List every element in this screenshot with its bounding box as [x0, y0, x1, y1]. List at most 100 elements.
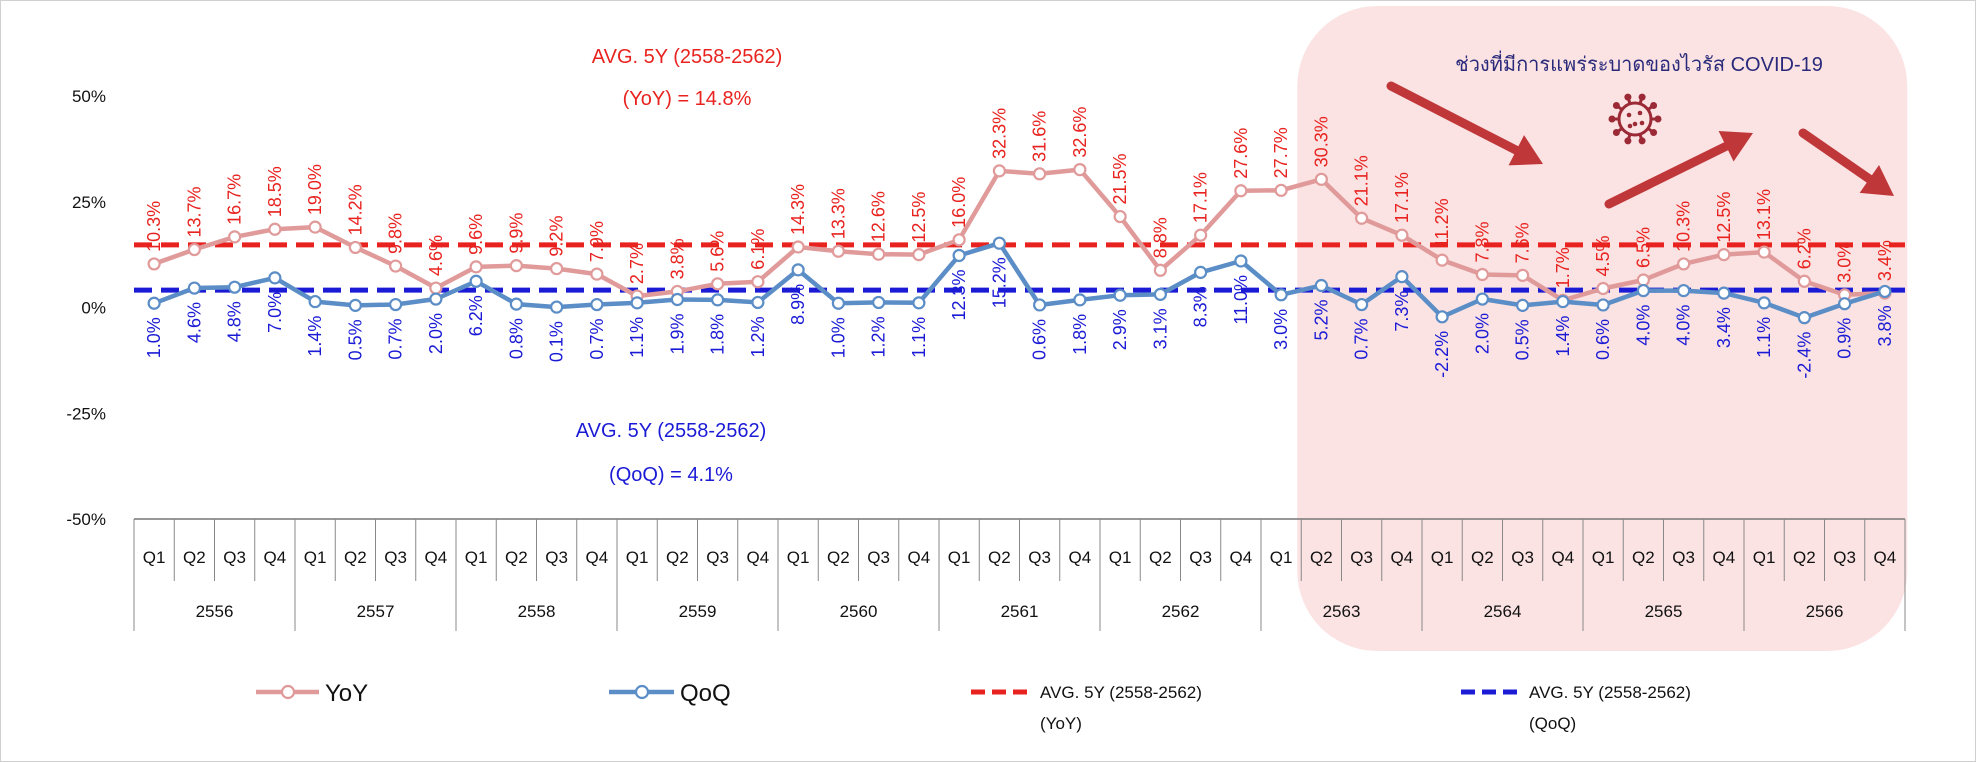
qoq-data-label: 5.2% [1311, 300, 1331, 341]
yoy-point [711, 277, 725, 291]
qoq-point [1797, 311, 1811, 325]
qoq-point [872, 295, 886, 310]
yoy-data-label: 8.8% [1150, 217, 1170, 258]
qoq-data-label: 1.2% [748, 316, 768, 357]
qoq-point [912, 296, 926, 310]
qoq-data-label: 7.0% [265, 292, 285, 333]
qoq-point [751, 295, 765, 310]
yoy-point [1435, 253, 1449, 267]
qoq-data-label: 12.3% [949, 269, 969, 320]
quarter-label: Q2 [1471, 548, 1494, 567]
qoq-data-label: 1.1% [627, 317, 647, 358]
year-label: 2556 [196, 602, 234, 621]
qoq-series-line [153, 240, 1886, 320]
virus-dot [1637, 110, 1643, 116]
qoq-point [268, 271, 282, 285]
yoy-point [1355, 211, 1369, 225]
qoq-data-label: 3.1% [1150, 308, 1170, 349]
qoq-data-label: 3.0% [1271, 309, 1291, 350]
year-label: 2558 [518, 602, 556, 621]
year-label: 2557 [357, 602, 395, 621]
qoq-point [1113, 288, 1127, 302]
qoq-data-label: 1.4% [1553, 316, 1573, 357]
yoy-data-label: 16.7% [225, 174, 245, 225]
yoy-data-label: 13.3% [828, 188, 848, 239]
qoq-data-label: 0.7% [587, 319, 607, 360]
y-tick-label: 50% [72, 87, 106, 106]
yoy-point [831, 244, 845, 258]
qoq-data-label: 0.7% [386, 319, 406, 360]
qoq-data-label: 2.0% [1472, 313, 1492, 354]
qoq-point [469, 274, 483, 288]
yoy-data-label: 21.1% [1352, 155, 1372, 206]
legend-qoq-label: QoQ [680, 680, 731, 707]
qoq-data-label: 11.0% [1231, 275, 1251, 325]
quarter-label: Q4 [425, 548, 448, 567]
arrow-shaft [1604, 141, 1731, 209]
qoq-point [1838, 297, 1852, 311]
quarter-label: Q2 [988, 548, 1011, 567]
qoq-data-label: 1.4% [305, 316, 325, 357]
qoq-point [1757, 296, 1771, 310]
qoq-data-label: 1.1% [1754, 317, 1774, 358]
yoy-point [1033, 167, 1047, 181]
quarter-label: Q1 [787, 548, 810, 567]
qoq-data-label: 1.8% [708, 314, 728, 355]
qoq-point [1878, 284, 1892, 299]
quarter-label: Q3 [1350, 548, 1373, 567]
qoq-data-label: 0.5% [1513, 319, 1533, 360]
qoq-point [509, 297, 523, 311]
quarter-label: Q2 [666, 548, 689, 567]
quarter-label: Q4 [264, 548, 287, 567]
virus-spike-tip [1624, 137, 1632, 145]
quarter-label: Q3 [1511, 548, 1534, 567]
qoq-point [630, 296, 644, 310]
yoy-data-label: 21.5% [1110, 154, 1130, 205]
yoy-data-label: 30.3% [1311, 116, 1331, 167]
yoy-point [590, 267, 604, 281]
qoq-point [791, 263, 805, 277]
qoq-point [348, 298, 362, 312]
covid-period-label: ช่วงที่มีการแพร่ระบาดของไวรัส COVID-19 [1455, 50, 1823, 76]
qoq-data-label: 4.0% [1633, 305, 1653, 346]
year-label: 2566 [1806, 602, 1844, 621]
yoy-data-label: 12.5% [909, 192, 929, 243]
yoy-point [1274, 183, 1288, 197]
qoq-data-label: 2.9% [1110, 309, 1130, 350]
year-label: 2564 [1484, 602, 1522, 621]
qoq-data-label: 0.6% [1593, 319, 1613, 360]
virus-spike-tip [1650, 101, 1658, 109]
legend-yoy-average-sub: (YoY) [1040, 714, 1082, 733]
yoy-point [348, 240, 362, 255]
yoy-data-label: 9.6% [466, 214, 486, 255]
quarter-label: Q3 [1028, 548, 1051, 567]
quarter-label: Q3 [384, 548, 407, 567]
legend-yoy-average-label: AVG. 5Y (2558-2562) [1040, 683, 1202, 702]
qoq-data-label: 0.6% [1030, 319, 1050, 360]
virus-dot [1626, 112, 1632, 118]
arrow-head [1859, 164, 1894, 196]
yoy-data-label: 13.7% [184, 187, 204, 238]
yoy-point [1113, 209, 1127, 224]
quarter-label: Q1 [1431, 548, 1454, 567]
yoy-data-label: 10.3% [144, 201, 164, 252]
qoq-point [670, 292, 684, 307]
virus-icon [1608, 93, 1662, 145]
arrow-up-icon [1604, 131, 1753, 209]
qoq-point [1033, 298, 1047, 312]
yoy-point [1757, 245, 1771, 259]
yoy-point [1073, 163, 1087, 177]
quarter-label: Q2 [505, 548, 528, 567]
qoq-point [1435, 310, 1449, 324]
qoq-data-label: 0.5% [345, 319, 365, 360]
yoy-point [1717, 248, 1731, 262]
arrow-head [1718, 131, 1753, 162]
virus-body [1617, 101, 1653, 137]
quarter-label: Q3 [545, 548, 568, 567]
quarter-label: Q1 [948, 548, 971, 567]
legend-yoy-marker [280, 684, 296, 700]
yoy-data-label: 32.6% [1070, 107, 1090, 158]
qoq-data-label: 1.8% [1070, 314, 1090, 355]
y-tick-label: 25% [72, 193, 106, 212]
quarter-label: Q4 [1069, 548, 1092, 567]
